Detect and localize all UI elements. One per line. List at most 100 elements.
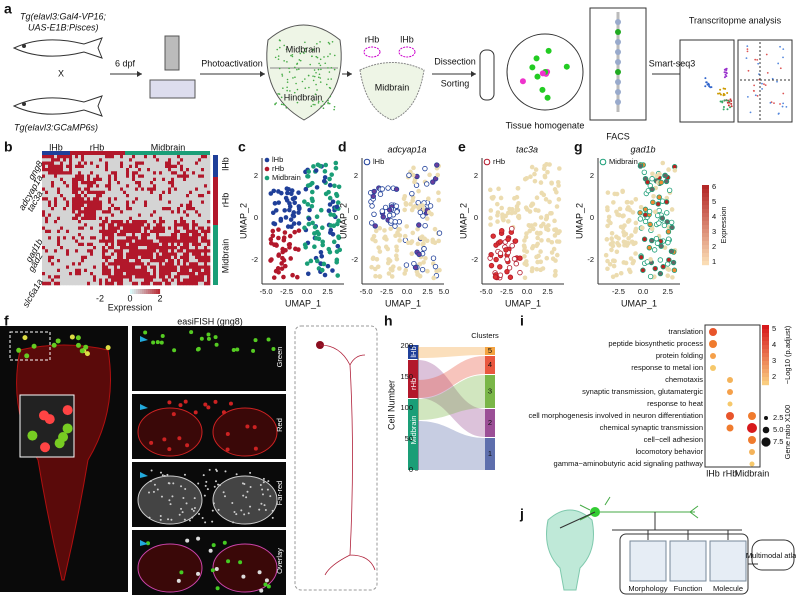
shape	[192, 268, 196, 273]
shape	[75, 213, 79, 218]
shape	[319, 81, 322, 83]
shape	[126, 200, 130, 205]
shape	[90, 236, 94, 240]
shape	[45, 200, 49, 205]
shape	[189, 161, 193, 166]
shape	[144, 216, 148, 221]
shape	[186, 213, 190, 218]
shape	[165, 161, 169, 166]
shape	[81, 272, 85, 276]
shape	[545, 227, 551, 233]
shape	[304, 47, 307, 50]
shape	[66, 246, 70, 250]
shape	[144, 226, 148, 231]
shape	[126, 171, 130, 175]
shape	[126, 246, 130, 250]
shape	[782, 92, 785, 95]
shape	[514, 206, 520, 212]
shape	[192, 223, 196, 227]
shape	[408, 345, 418, 359]
shape	[75, 226, 79, 231]
shape	[135, 213, 139, 218]
shape	[54, 158, 58, 162]
shape	[174, 233, 178, 237]
shape	[117, 259, 121, 263]
shape	[334, 204, 340, 210]
shape	[633, 220, 639, 226]
shape	[177, 181, 181, 185]
shape	[51, 226, 55, 231]
term-label: chemotaxis	[665, 375, 703, 384]
shape	[162, 216, 166, 221]
shape	[63, 184, 67, 188]
shape	[126, 259, 130, 263]
shape	[192, 174, 196, 179]
shape	[186, 161, 190, 166]
shape	[536, 253, 541, 259]
shape	[271, 275, 277, 280]
shape	[217, 508, 220, 511]
shape	[180, 216, 184, 221]
shape	[192, 181, 196, 185]
shape	[114, 197, 118, 201]
shape	[42, 161, 46, 166]
shape	[147, 164, 151, 169]
shape	[150, 265, 154, 270]
shape	[195, 216, 199, 221]
shape	[156, 289, 159, 294]
shape	[532, 222, 538, 227]
shape	[156, 239, 160, 244]
shape	[108, 197, 112, 201]
shape	[75, 262, 79, 266]
shape	[171, 242, 175, 247]
shape	[664, 210, 670, 216]
shape	[331, 40, 334, 43]
shape	[132, 255, 136, 260]
shape	[117, 174, 121, 179]
shape	[48, 220, 52, 224]
shape	[195, 262, 199, 266]
shape	[611, 263, 617, 269]
shape	[129, 255, 133, 260]
shape	[177, 155, 181, 159]
shape	[147, 207, 151, 211]
shape	[45, 187, 49, 192]
shape	[123, 268, 127, 273]
shape	[174, 168, 178, 172]
shape	[432, 176, 439, 182]
shape	[132, 177, 136, 182]
shape	[108, 200, 112, 205]
text: rHb	[90, 142, 105, 152]
shape	[78, 236, 82, 240]
shape	[186, 220, 190, 224]
shape	[72, 252, 76, 257]
shape	[111, 246, 115, 250]
shape	[156, 220, 160, 224]
y-tick-label: 2	[590, 171, 594, 180]
shape	[135, 239, 139, 244]
shape	[105, 190, 109, 195]
shape	[208, 468, 211, 471]
shape	[78, 168, 82, 172]
shape	[78, 249, 82, 253]
shape	[141, 252, 145, 257]
shape	[327, 202, 333, 207]
shape	[177, 249, 181, 253]
shape	[147, 239, 151, 244]
shape	[207, 278, 211, 283]
shape	[93, 226, 97, 231]
shape	[102, 233, 106, 237]
shape	[499, 228, 505, 234]
shape	[51, 239, 55, 244]
shape	[90, 246, 94, 250]
shape	[153, 155, 157, 159]
shape	[141, 275, 145, 279]
shape	[156, 281, 160, 286]
shape	[403, 202, 409, 207]
shape	[177, 220, 181, 224]
shape	[144, 281, 148, 286]
shape	[174, 203, 178, 208]
shape	[140, 404, 148, 410]
shape	[221, 410, 226, 415]
shape	[78, 216, 82, 221]
